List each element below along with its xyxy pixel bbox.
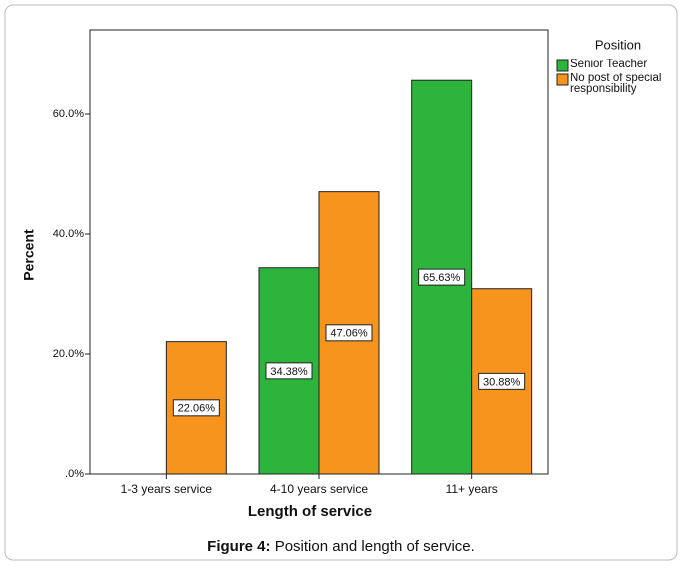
- legend-label: Senior Teacher: [570, 59, 648, 70]
- value-label-box: [265, 362, 313, 380]
- y-tick-label: 40.0%: [53, 228, 84, 240]
- caption-label: Figure 4:: [207, 538, 270, 555]
- y-tick-label: 60.0%: [53, 108, 84, 120]
- legend-swatch: [556, 73, 569, 86]
- x-tick-label: 4-10 years service: [270, 482, 368, 496]
- y-tick-label: 20.0%: [53, 348, 84, 360]
- value-label: 65.63%: [423, 272, 461, 284]
- value-label: 30.88%: [483, 376, 521, 388]
- value-label: 47.06%: [330, 328, 368, 340]
- legend-label: No post of special responsibility: [570, 73, 662, 95]
- legend-title: Position: [595, 37, 641, 52]
- value-label: 22.06%: [178, 403, 216, 415]
- value-label-box: [172, 399, 220, 417]
- x-tick-label: 11+ years: [446, 482, 498, 496]
- legend-entry: Senior Teacher: [570, 59, 648, 70]
- value-label-box: [325, 324, 373, 342]
- value-label-box: [418, 268, 466, 286]
- x-axis-title: Length of service: [248, 503, 372, 520]
- legend-swatch: [556, 59, 569, 72]
- caption: Figure 4: Position and length of service…: [207, 538, 475, 555]
- legend-entry: No post of special responsibility: [570, 73, 662, 95]
- value-label: 34.38%: [270, 366, 308, 378]
- x-tick-label: 1-3 years service: [121, 482, 213, 496]
- caption-text: Position and length of service.: [275, 538, 475, 555]
- value-label-box: [478, 372, 526, 390]
- y-tick-label: .0%: [65, 468, 84, 480]
- y-axis-title: Percent: [21, 229, 37, 281]
